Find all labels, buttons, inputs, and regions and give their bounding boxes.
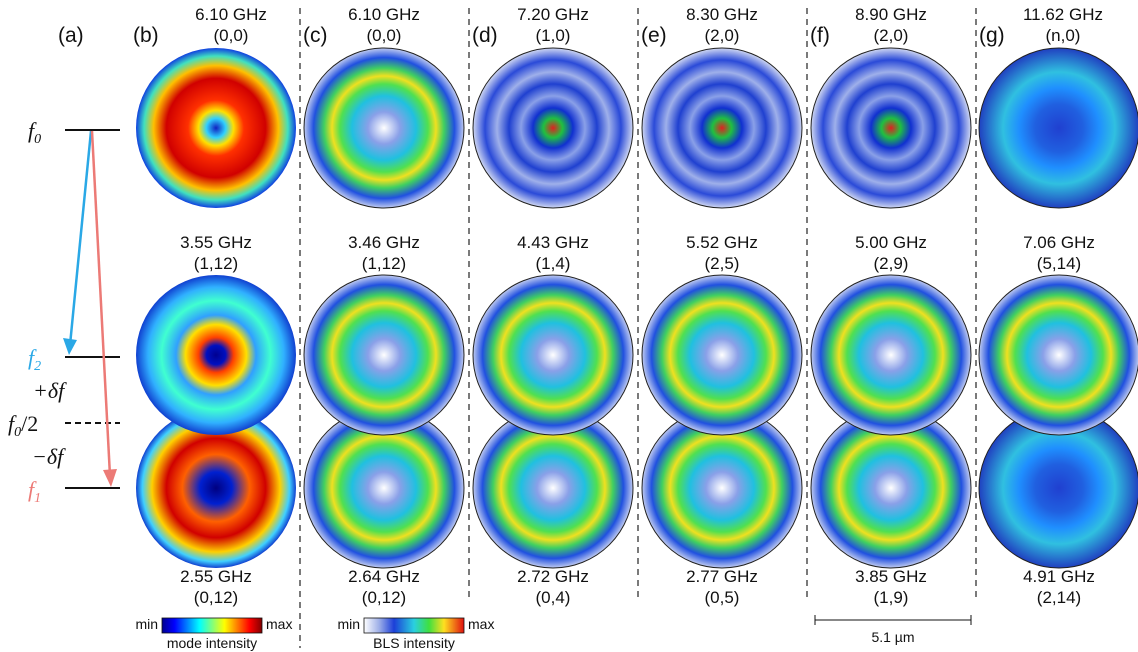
colorbar-caption: BLS intensity (373, 635, 455, 651)
colorbar-max-label: max (468, 616, 494, 632)
top-mode-label: (2,0) (705, 26, 740, 45)
mid-frequency-label: 4.43 GHz (517, 233, 589, 252)
mid-mode-label: (1,12) (194, 254, 238, 273)
bottom-mode-label: (0,12) (194, 588, 238, 607)
bls-map-top (810, 47, 972, 209)
bottom-mode-label: (1,9) (874, 588, 909, 607)
panel-label-a: (a) (58, 24, 84, 47)
simulation-ring-map-top (136, 48, 296, 208)
bottom-frequency-label: 4.91 GHz (1023, 567, 1095, 586)
bottom-frequency-label: 2.64 GHz (348, 567, 420, 586)
top-frequency-label: 8.90 GHz (855, 5, 927, 24)
colorbar-bls-intensity: min max BLS intensity (337, 616, 494, 651)
top-mode-label: (0,0) (367, 26, 402, 45)
top-frequency-label: 8.30 GHz (686, 5, 758, 24)
top-frequency-label: 6.10 GHz (348, 5, 420, 24)
mid-frequency-label: 3.55 GHz (180, 233, 252, 252)
top-frequency-label: 6.10 GHz (195, 5, 267, 24)
label-minus-df: −δf (32, 444, 66, 469)
mode-columns: 6.10 GHz (0,0) 3.55 GHz (1,12) 2.55 GHz (0,12… (136, 5, 1138, 607)
mid-frequency-label: 3.46 GHz (348, 233, 420, 252)
scale-bar-label: 5.1 µm (871, 629, 914, 645)
bls-map-top (641, 47, 803, 209)
colorbar-jet (161, 617, 263, 634)
top-mode-label: (1,0) (536, 26, 571, 45)
top-frequency-label: 11.62 GHz (1023, 5, 1103, 24)
label-f1: f1 (28, 477, 41, 506)
column-separators (299, 8, 977, 648)
panel-label-g: (g) (979, 24, 1005, 47)
bls-map-top (978, 47, 1138, 209)
bls-map-mid (641, 274, 803, 436)
top-mode-label: (n,0) (1046, 26, 1081, 45)
arrow-head-f1 (103, 469, 117, 487)
top-frequency-label: 7.20 GHz (517, 5, 589, 24)
bottom-frequency-label: 3.85 GHz (855, 567, 927, 586)
bottom-mode-label: (2,14) (1037, 588, 1081, 607)
energy-level-diagram: f0 f2 +δf f0/2 −δf f1 (8, 118, 120, 506)
scale-bar: 5.1 µm (814, 615, 972, 645)
colorbar-max-label: max (266, 616, 292, 632)
mid-frequency-label: 5.00 GHz (855, 233, 927, 252)
mid-frequency-label: 7.06 GHz (1023, 233, 1095, 252)
bottom-mode-label: (0,12) (362, 588, 406, 607)
bottom-mode-label: (0,5) (705, 588, 740, 607)
simulation-two-ring-map-mid (136, 275, 296, 435)
label-f2: f2 (28, 345, 41, 374)
bls-map-mid (810, 274, 972, 436)
bls-map-top (472, 47, 634, 209)
mid-mode-label: (1,12) (362, 254, 406, 273)
mid-mode-label: (2,9) (874, 254, 909, 273)
bottom-frequency-label: 2.77 GHz (686, 567, 758, 586)
bottom-frequency-label: 2.72 GHz (517, 567, 589, 586)
colorbar-caption: mode intensity (167, 635, 257, 651)
mid-mode-label: (5,14) (1037, 254, 1081, 273)
bls-map-mid (303, 274, 465, 436)
top-mode-label: (0,0) (214, 26, 249, 45)
panel-label-e: (e) (641, 24, 667, 47)
bls-map-mid (472, 274, 634, 436)
label-f0: f0 (28, 118, 41, 147)
panel-label-f: (f) (810, 24, 830, 47)
arrow-to-f1 (90, 130, 112, 477)
colorbar-min-label: min (135, 616, 158, 632)
colorbar-bls (363, 617, 465, 634)
panel-label-b: (b) (133, 24, 159, 47)
top-mode-label: (2,0) (874, 26, 909, 45)
arrow-to-f2 (68, 130, 93, 346)
mid-mode-label: (1,4) (536, 254, 571, 273)
simulation-petal-map-bottom (136, 408, 296, 568)
bottom-mode-label: (0,4) (536, 588, 571, 607)
label-half-f0: f0/2 (8, 411, 38, 440)
mid-mode-label: (2,5) (705, 254, 740, 273)
label-plus-df: +δf (33, 378, 67, 403)
panel-label-d: (d) (472, 24, 498, 47)
panel-label-c: (c) (303, 24, 328, 47)
bls-map-mid (978, 274, 1138, 436)
colorbar-mode-intensity: min max mode intensity (135, 616, 292, 651)
bls-map-top (303, 47, 465, 209)
arrow-head-f2 (63, 338, 77, 355)
bottom-frequency-label: 2.55 GHz (180, 567, 252, 586)
mid-frequency-label: 5.52 GHz (686, 233, 758, 252)
colorbar-min-label: min (337, 616, 360, 632)
